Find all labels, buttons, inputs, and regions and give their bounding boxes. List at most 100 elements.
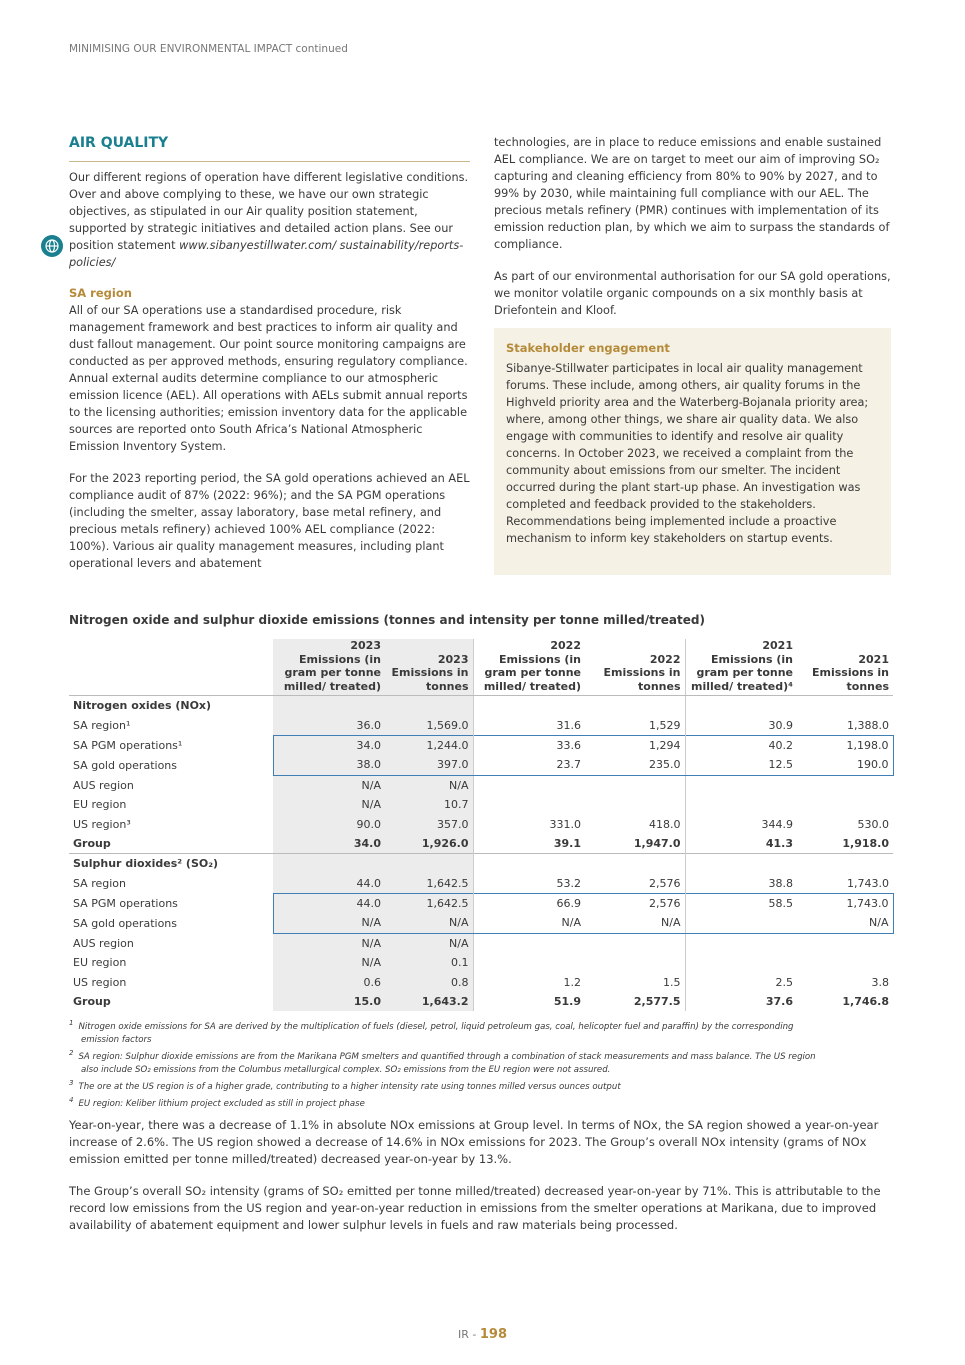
table-cell: 12.5 [684, 755, 797, 776]
right-column: technologies, are in place to reduce emi… [494, 134, 896, 334]
table-cell: 0.1 [385, 953, 473, 973]
footnote-text: Nitrogen oxide emissions for SA are deri… [78, 1021, 794, 1045]
page-prefix: IR - [458, 1328, 480, 1341]
table-cell [472, 794, 585, 815]
data-row: SA PGM operations¹ 34.0 1,244.0 33.6 1,294 40… [69, 734, 894, 756]
table-cell [684, 913, 797, 934]
row-label: SA region [73, 876, 126, 890]
table-cell: 2,576 [649, 876, 681, 890]
column-label: Emissions in tonnes [391, 666, 469, 693]
table-cell [684, 853, 797, 874]
table-cell [585, 953, 685, 972]
table-cell: 51.9 [472, 991, 585, 1012]
data-row: Group 15.0 1,643.2 51.9 2,577.5 37.6 1,746.8 [69, 991, 893, 1012]
footnote: 2 SA region: Sulphur dioxide emissions ar… [69, 1047, 829, 1077]
table-cell [472, 933, 585, 954]
footnote: 3 The ore at the US region is of a higher… [69, 1077, 829, 1094]
table-cell: 2,576 [585, 892, 685, 914]
table-cell: 1,947.0 [633, 836, 681, 850]
column-header: 2022 Emissions (in gram per tonne milled/… [472, 639, 585, 696]
table-cell [684, 775, 797, 795]
paragraph: All of our SA operations use a standardi… [69, 304, 468, 453]
table-cell [472, 775, 585, 795]
table-cell: 1,198.0 [797, 734, 894, 756]
data-row: SA region¹ 36.0 1,569.0 31.6 1,529 30.9 1,388.… [69, 715, 893, 736]
column-year: 2023 [437, 652, 469, 666]
column-year: 2022 [649, 652, 681, 666]
table-cell: 10.7 [385, 794, 473, 815]
data-row: SA gold operations N/A N/A N/A N/A N/A [69, 913, 894, 934]
table-cell: 2,577.5 [633, 995, 681, 1009]
table-cell: 418.0 [649, 817, 681, 831]
intro-link[interactable]: www.sibanyestillwater.com/ sustainabilit… [69, 239, 464, 269]
row-label: Sulphur dioxides² (SO₂) [73, 857, 219, 871]
header-row: 2023 Emissions (in gram per tonne milled/… [69, 639, 893, 696]
table-cell: 0.6 [273, 972, 385, 992]
row-label: SA gold operations [73, 916, 178, 930]
left-column: Our different regions of operation have … [69, 169, 471, 587]
table-cell: 0.8 [385, 972, 473, 992]
table-cell: N/A [273, 933, 385, 954]
table-cell [797, 854, 893, 874]
data-row: AUS region N/A N/A [69, 775, 893, 795]
row-label: SA region¹ [73, 718, 131, 732]
table-cell [684, 953, 797, 973]
section-row: Nitrogen oxides (NOx) [69, 695, 893, 716]
table-cell [273, 853, 385, 874]
table-cell: 1,743.0 [797, 892, 894, 914]
table-cell: N/A [585, 913, 685, 934]
section-row: Sulphur dioxides² (SO₂) [69, 853, 893, 874]
page-number: 198 [479, 1327, 507, 1342]
table-cell: 44.0 [272, 892, 385, 914]
column-header: 2023 Emissions in tonnes [385, 639, 473, 696]
footnote-text: EU region: Keliber lithium project exclu… [78, 1098, 365, 1109]
table-cell: 397.0 [385, 755, 473, 776]
table-cell: 33.6 [472, 734, 585, 756]
page-footer: IR - 198 [0, 1327, 965, 1342]
table-cell: 44.0 [273, 873, 385, 894]
table-cell: N/A [797, 913, 894, 934]
table-cell: 38.0 [272, 755, 385, 776]
column-year: 2022 [550, 639, 581, 652]
table-cell [797, 953, 893, 972]
table-cell [684, 695, 797, 716]
table-cell: 1,746.8 [842, 995, 889, 1009]
footnote: 1 Nitrogen oxide emissions for SA are der… [69, 1017, 829, 1047]
data-row: AUS region N/A N/A [69, 933, 893, 954]
table-cell: N/A [273, 953, 385, 973]
table-cell: 1,743.0 [847, 876, 889, 890]
table-cell [797, 933, 893, 953]
table-cell: 1,294 [585, 734, 685, 756]
data-row: SA gold operations 38.0 397.0 23.7 235.0 12.5… [69, 755, 894, 776]
column-header: 2022 Emissions in tonnes [585, 639, 685, 696]
column-label: Emissions in tonnes [812, 666, 889, 693]
row-label: SA PGM operations¹ [73, 738, 183, 752]
table-title: Nitrogen oxide and sulphur dioxide emiss… [69, 613, 705, 627]
row-label: US region [73, 975, 127, 989]
table-cell [585, 933, 685, 953]
table-cell [797, 696, 893, 716]
table-cell: N/A [385, 913, 473, 934]
table-cell: 53.2 [472, 873, 585, 894]
table-cell: 34.0 [272, 734, 385, 756]
table-cell: 39.1 [472, 833, 585, 854]
table-cell [472, 695, 585, 716]
running-header: MINIMISING OUR ENVIRONMENTAL IMPACT cont… [69, 43, 348, 55]
footnote-marker: 1 [69, 1019, 74, 1027]
data-row: US region³ 90.0 357.0 331.0 418.0 344.9 530.0 [69, 814, 893, 834]
row-label: EU region [73, 956, 127, 970]
data-row: EU region N/A 0.1 [69, 953, 893, 973]
footnote-text: The ore at the US region is of a higher … [78, 1081, 621, 1092]
data-row: Group 34.0 1,926.0 39.1 1,947.0 41.3 1,918.0 [69, 833, 893, 854]
table-cell: 15.0 [273, 991, 385, 1012]
table-cell: 66.9 [472, 892, 585, 914]
row-label: SA gold operations [73, 758, 178, 772]
column-label: Emissions (in gram per tonne milled/ tre… [283, 652, 381, 693]
table-cell: 38.8 [684, 873, 797, 894]
table-cell: N/A [273, 775, 385, 795]
row-label: Nitrogen oxides (NOx) [73, 699, 212, 713]
intro-text: Our different regions of operation have … [69, 171, 469, 252]
table-cell [472, 953, 585, 973]
summary: Year-on-year, there was a decrease of 1.… [69, 1117, 895, 1249]
table-cell [684, 794, 797, 815]
